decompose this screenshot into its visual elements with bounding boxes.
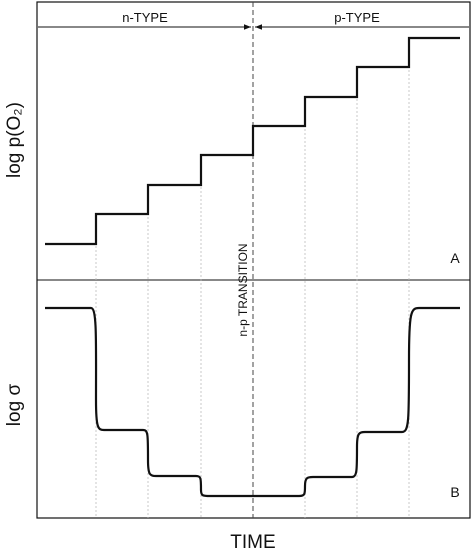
x-axis-label: TIME <box>230 532 275 553</box>
conductivity-curve <box>45 306 460 498</box>
panel-a-axis-label: log p(O₂) <box>4 102 25 178</box>
p-type-label: p-TYPE <box>334 10 380 25</box>
panel-b-tag: B <box>450 484 459 500</box>
panel-a-tag: A <box>450 250 460 266</box>
oxygen-staircase <box>45 36 460 246</box>
panel-b-axis-label: log σ <box>4 384 25 427</box>
transition-label: n-p TRANSITION <box>236 243 250 336</box>
n-type-label: n-TYPE <box>122 10 168 25</box>
